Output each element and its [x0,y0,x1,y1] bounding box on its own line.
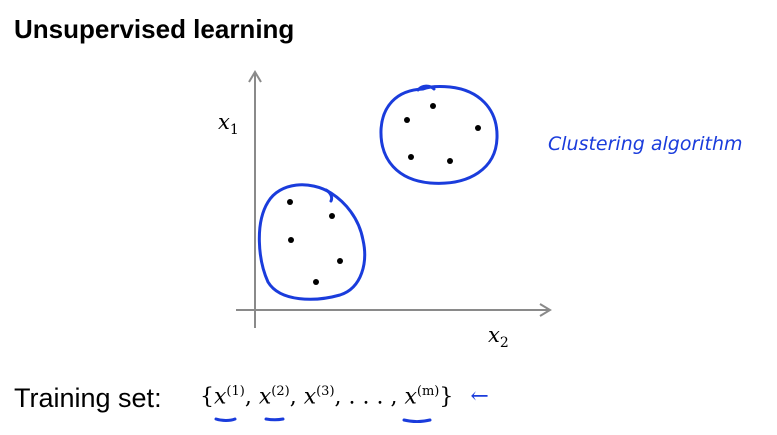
sample-x1-index: (1) [226,384,245,399]
cluster-bottom-left [257,183,367,301]
data-points [287,103,481,285]
point [404,117,410,123]
training-set-label: Training set: [14,383,162,413]
sample-x3: x [303,384,317,410]
underline-x1 [214,417,237,422]
clustering-annotation: Clustering algorithm [548,133,743,155]
x-axis-label-sub: 2 [500,335,509,351]
training-set-expression: {x(1), x(2), x(3), . . . , x(m)} ← [200,384,489,410]
point [447,158,453,164]
underline-x2 [264,417,285,422]
y-axis-label-sub: 1 [230,122,239,138]
sample-x3-index: (3) [316,384,335,399]
x-axis-arrow [539,303,552,317]
underline-marks [214,417,432,423]
x-axis-label-var: x [488,323,500,347]
cluster-top-right-tick [416,84,436,92]
sample-xm: x [404,384,417,410]
point [287,199,293,205]
y-axis-arrow [248,70,262,83]
sample-xm-index: (m) [416,384,440,399]
point [475,125,481,131]
point [288,237,294,243]
sample-x2-index: (2) [271,384,290,399]
point [329,213,335,219]
y-axis-label: x1 [218,110,239,138]
y-axis-label-var: x [218,110,230,134]
sample-x1: x [214,384,227,410]
cluster-bottom-left-tick [324,188,334,203]
brace-close: } [439,384,454,410]
axes [236,70,552,328]
slide-title: Unsupervised learning [14,14,295,44]
x-axis-label: x2 [488,323,509,351]
cluster-top-right [379,85,499,185]
point [337,258,343,264]
point [408,154,414,160]
point [430,103,436,109]
sample-x2: x [258,384,272,410]
underline-xm [402,418,432,423]
point [313,279,319,285]
arrow-icon: ← [470,384,489,410]
brace-open: { [200,384,214,410]
ellipsis: , . . . , [334,384,398,410]
